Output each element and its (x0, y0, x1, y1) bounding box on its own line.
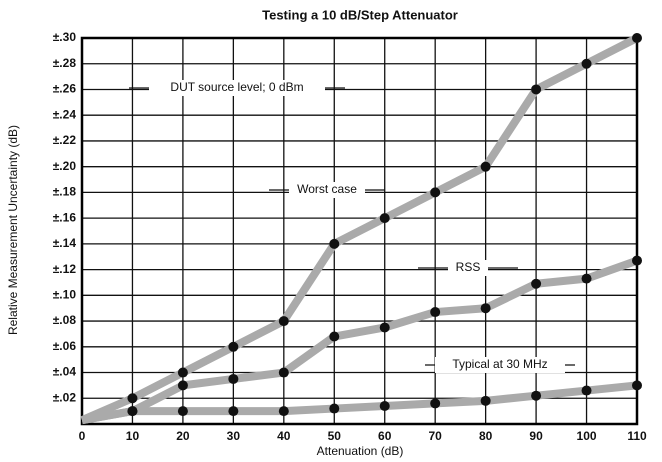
y-tick-label: ±.20 (53, 159, 77, 173)
annotation: DUT source level; 0 dBm (170, 80, 303, 94)
data-point (531, 84, 542, 95)
data-point (581, 385, 592, 396)
y-tick-label: ±.06 (53, 339, 77, 353)
data-point (228, 341, 239, 352)
y-tick-label: ±.30 (53, 30, 77, 44)
y-tick-label: ±.16 (53, 210, 77, 224)
data-point (329, 403, 340, 414)
data-point (430, 398, 441, 409)
data-point (480, 161, 491, 172)
data-point (228, 406, 239, 417)
label-bg (289, 182, 365, 198)
data-point (379, 322, 390, 333)
x-tick-label: 110 (627, 429, 647, 443)
x-tick-label: 60 (378, 429, 392, 443)
y-tick-label: ±.14 (53, 236, 77, 250)
y-tick-label: ±.26 (53, 82, 77, 96)
data-point (632, 255, 642, 266)
chart-title: Testing a 10 dB/Step Attenuator (262, 7, 458, 22)
data-point (379, 400, 390, 411)
data-point (278, 367, 289, 378)
data-point (278, 406, 289, 417)
x-tick-label: 40 (277, 429, 291, 443)
series-label: RSS (456, 260, 481, 274)
data-point (177, 367, 188, 378)
label-bg (435, 357, 565, 373)
data-point (632, 380, 642, 391)
data-point (379, 213, 390, 224)
x-tick-label: 70 (429, 429, 443, 443)
x-tick-label: 80 (479, 429, 493, 443)
y-tick-label: ±.24 (53, 107, 77, 121)
data-point (581, 273, 592, 284)
x-tick-label: 90 (529, 429, 543, 443)
data-point (329, 238, 340, 249)
series-line (81, 256, 639, 425)
y-tick-label: ±.28 (53, 56, 77, 70)
label-bg (149, 80, 325, 96)
series-line (81, 381, 638, 425)
data-point (430, 187, 441, 198)
data-point (329, 331, 340, 342)
data-point (480, 395, 491, 406)
y-tick-label: ±.10 (53, 288, 77, 302)
data-point (127, 393, 138, 404)
x-axis-label: Attenuation (dB) (317, 444, 404, 458)
y-tick-label: ±.08 (53, 313, 77, 327)
y-tick-label: ±.18 (53, 185, 77, 199)
x-tick-label: 30 (227, 429, 241, 443)
y-tick-label: ±.02 (53, 390, 77, 404)
series-label: Worst case (297, 182, 357, 196)
x-tick-label: 100 (577, 429, 597, 443)
x-tick-label: 0 (79, 429, 86, 443)
y-tick-label: ±.22 (53, 133, 77, 147)
data-point (531, 278, 542, 289)
x-tick-label: 50 (328, 429, 342, 443)
x-tick-label: 10 (126, 429, 140, 443)
data-point (480, 303, 491, 314)
data-point (228, 373, 239, 384)
data-point (430, 307, 441, 318)
data-point (177, 406, 188, 417)
y-tick-label: ±.12 (53, 262, 77, 276)
plot-border (80, 36, 639, 426)
series-line (80, 34, 639, 424)
data-point (278, 316, 289, 327)
series-label: Typical at 30 MHz (452, 357, 547, 371)
label-bg (448, 260, 488, 276)
data-point (177, 380, 188, 391)
data-point (632, 33, 642, 43)
data-point (581, 58, 592, 69)
y-axis-label: Relative Measurement Uncertainty (dB) (6, 125, 20, 335)
data-point (531, 390, 542, 401)
y-tick-label: ±.04 (53, 365, 77, 379)
data-point (127, 406, 138, 417)
x-tick-label: 20 (176, 429, 190, 443)
